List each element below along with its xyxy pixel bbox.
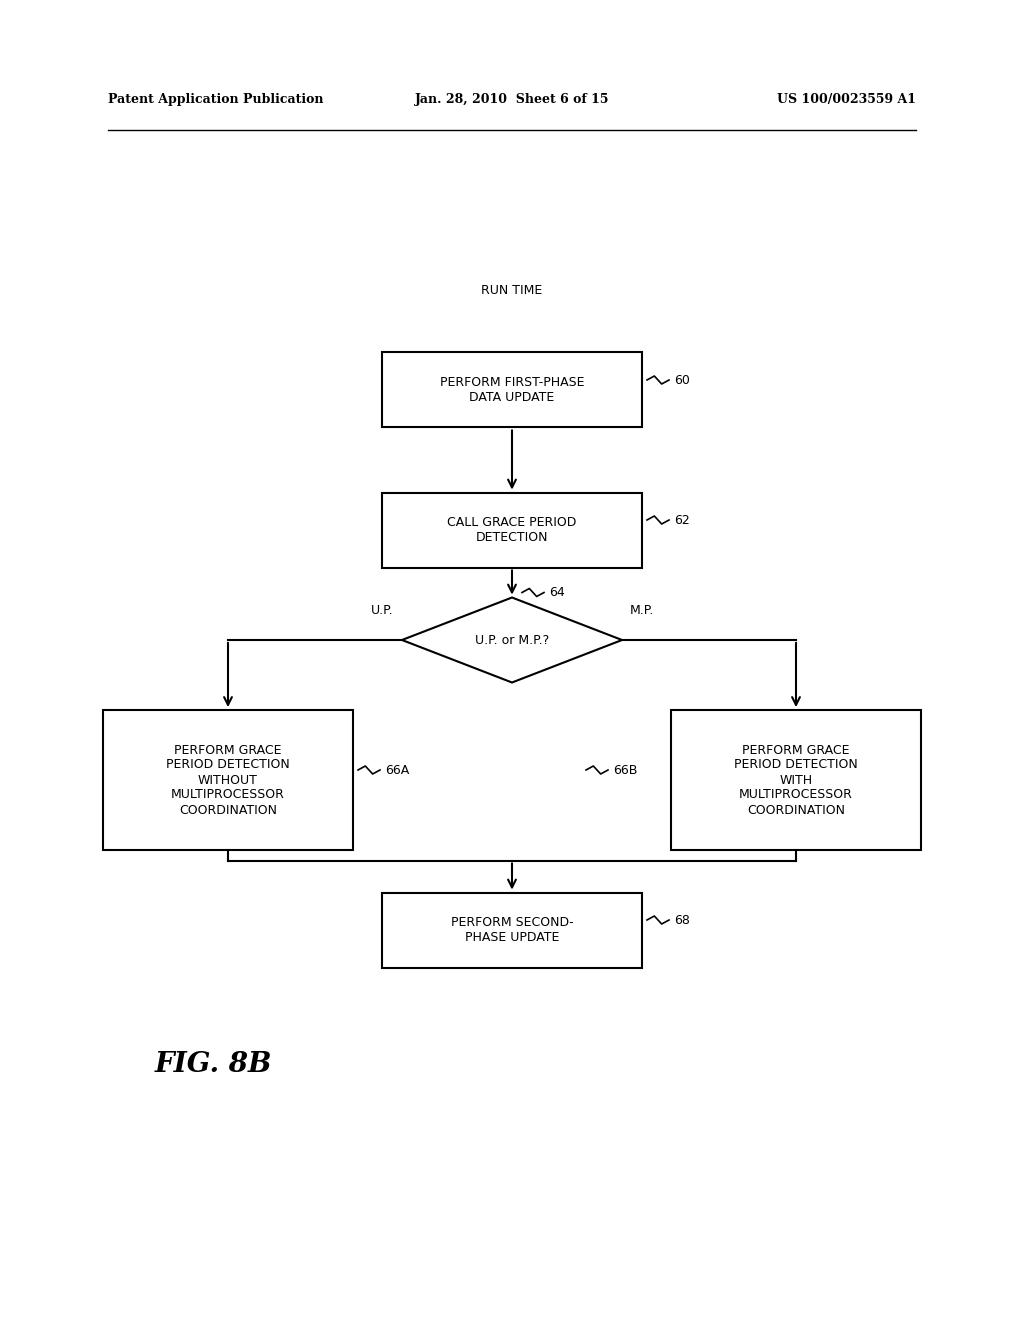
Text: 60: 60: [674, 374, 690, 387]
Text: PERFORM SECOND-
PHASE UPDATE: PERFORM SECOND- PHASE UPDATE: [451, 916, 573, 944]
Text: 68: 68: [674, 913, 690, 927]
FancyBboxPatch shape: [103, 710, 353, 850]
Polygon shape: [402, 598, 622, 682]
Text: 62: 62: [674, 513, 690, 527]
Text: U.P.: U.P.: [372, 603, 394, 616]
Text: U.P. or M.P.?: U.P. or M.P.?: [475, 634, 549, 647]
Text: 66A: 66A: [385, 763, 410, 776]
Text: 66B: 66B: [613, 763, 637, 776]
Text: PERFORM GRACE
PERIOD DETECTION
WITHOUT
MULTIPROCESSOR
COORDINATION: PERFORM GRACE PERIOD DETECTION WITHOUT M…: [166, 743, 290, 817]
FancyBboxPatch shape: [382, 352, 642, 428]
FancyBboxPatch shape: [382, 492, 642, 568]
Text: FIG. 8B: FIG. 8B: [155, 1052, 272, 1078]
Text: 64: 64: [549, 586, 565, 599]
FancyBboxPatch shape: [671, 710, 921, 850]
Text: M.P.: M.P.: [630, 603, 654, 616]
Text: US 100/0023559 A1: US 100/0023559 A1: [777, 94, 916, 107]
Text: Jan. 28, 2010  Sheet 6 of 15: Jan. 28, 2010 Sheet 6 of 15: [415, 94, 609, 107]
Text: PERFORM GRACE
PERIOD DETECTION
WITH
MULTIPROCESSOR
COORDINATION: PERFORM GRACE PERIOD DETECTION WITH MULT…: [734, 743, 858, 817]
Text: Patent Application Publication: Patent Application Publication: [108, 94, 324, 107]
Text: CALL GRACE PERIOD
DETECTION: CALL GRACE PERIOD DETECTION: [447, 516, 577, 544]
FancyBboxPatch shape: [382, 892, 642, 968]
Text: PERFORM FIRST-PHASE
DATA UPDATE: PERFORM FIRST-PHASE DATA UPDATE: [439, 376, 585, 404]
Text: RUN TIME: RUN TIME: [481, 284, 543, 297]
